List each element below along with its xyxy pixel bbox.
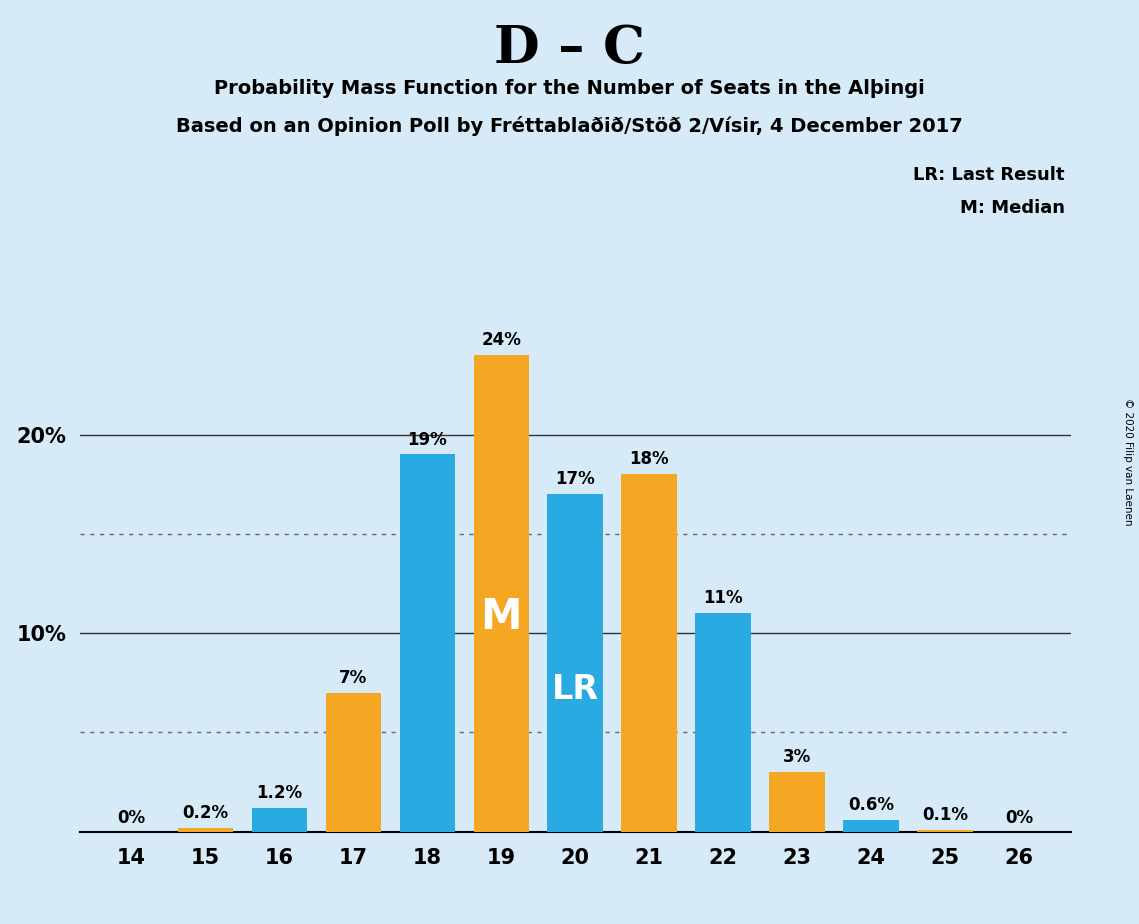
Text: © 2020 Filip van Laenen: © 2020 Filip van Laenen — [1123, 398, 1133, 526]
Text: 7%: 7% — [339, 669, 368, 687]
Bar — [622, 474, 677, 832]
Text: Based on an Opinion Poll by Fréttablaðið/Stöð 2/Vísir, 4 December 2017: Based on an Opinion Poll by Fréttablaðið… — [177, 116, 962, 136]
Bar — [326, 693, 382, 832]
Text: M: Median: M: Median — [960, 199, 1065, 216]
Text: 17%: 17% — [556, 470, 595, 488]
Text: LR: Last Result: LR: Last Result — [913, 166, 1065, 184]
Text: 3%: 3% — [782, 748, 811, 766]
Bar — [696, 614, 751, 832]
Text: Probability Mass Function for the Number of Seats in the Alþingi: Probability Mass Function for the Number… — [214, 79, 925, 98]
Text: 0.6%: 0.6% — [849, 796, 894, 814]
Text: D – C: D – C — [494, 23, 645, 74]
Text: 24%: 24% — [482, 332, 522, 349]
Text: 11%: 11% — [703, 590, 743, 607]
Text: M: M — [481, 596, 522, 638]
Bar — [400, 455, 454, 832]
Text: 19%: 19% — [408, 431, 448, 448]
Text: 0%: 0% — [117, 808, 146, 827]
Bar — [474, 355, 528, 832]
Text: 0.2%: 0.2% — [182, 804, 229, 821]
Text: 1.2%: 1.2% — [256, 784, 303, 802]
Text: LR: LR — [551, 674, 599, 706]
Bar — [548, 494, 603, 832]
Bar — [178, 828, 233, 832]
Bar — [843, 820, 899, 832]
Text: 0%: 0% — [1005, 808, 1033, 827]
Text: 18%: 18% — [630, 450, 669, 468]
Bar — [769, 772, 825, 832]
Bar — [252, 808, 308, 832]
Text: 0.1%: 0.1% — [921, 806, 968, 823]
Bar — [917, 830, 973, 832]
